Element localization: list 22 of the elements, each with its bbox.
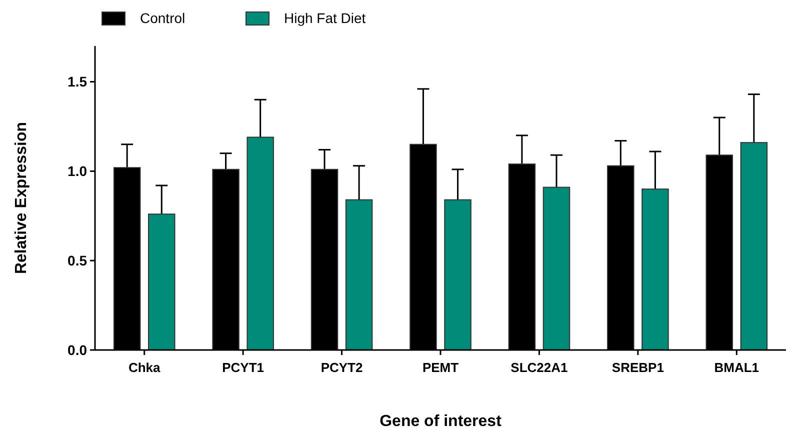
x-tick-label: PCYT2 [320,360,363,375]
x-tick-label: PEMT [422,360,459,375]
legend-label: High Fat Diet [284,10,366,26]
y-tick-label: 0.0 [68,342,88,358]
y-axis-title: Relative Expression [13,122,30,274]
x-tick-label: BMAL1 [714,360,760,375]
x-tick-label: SREBP1 [612,360,664,375]
y-tick-label: 0.5 [68,252,88,268]
bar [740,142,768,350]
bar [345,199,373,350]
bar [148,214,176,350]
legend-label: Control [140,10,186,26]
y-tick-label: 1.0 [68,163,88,180]
bar [642,188,669,350]
x-axis-title: Gene of interest [380,413,502,430]
x-tick-label: PCYT1 [222,360,264,375]
x-tick-label: SLC22A1 [510,360,568,375]
bar [444,199,472,350]
y-tick-label: 1.5 [68,74,88,90]
bar [246,136,274,350]
bar [542,186,570,350]
x-tick-label: Chka [128,360,162,375]
